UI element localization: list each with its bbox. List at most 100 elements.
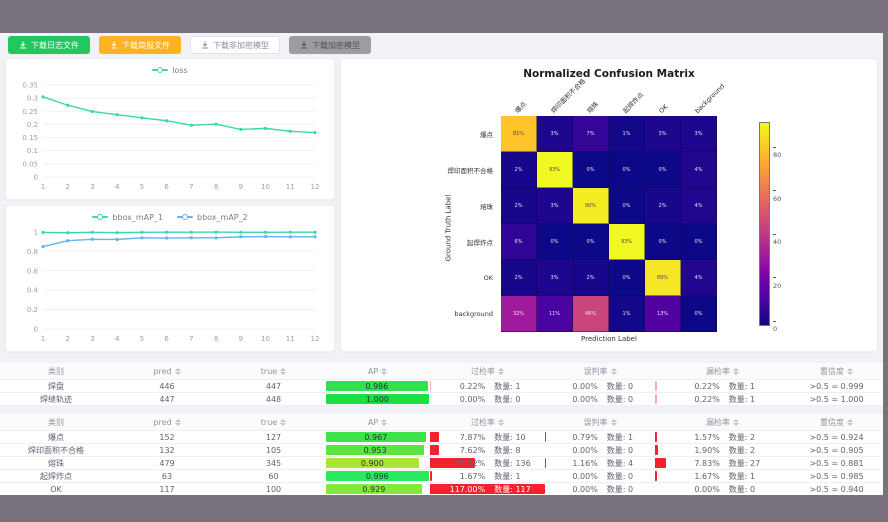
matrix-cell: 3% [537,188,573,224]
column-header-true[interactable]: true [222,414,325,430]
pred-count: 117 [159,484,175,494]
metrics-table-1: 类别 pred true AP 过检率 误判率 漏检率 置信度 焊盘 446 447 0.986 0.2… [0,362,883,406]
column-header-true[interactable]: true [222,363,325,379]
rate-bar [430,484,545,494]
column-header-置信度[interactable]: 置信度 [790,363,883,379]
svg-text:1: 1 [34,229,38,237]
download-icon [20,41,26,49]
download-log-button[interactable]: 下载日志文件 [8,36,90,54]
matrix-cell: 90% [573,188,609,224]
map-line-chart: 00.20.40.60.811 2 3 4 5 6 7 8 9 10 11 12 [27,229,320,344]
colorbar-tick: 60 [773,187,781,203]
col-label: OK [657,102,670,115]
ap-cell: 0.996 [325,470,430,482]
matrix-cell: 1% [609,116,645,152]
rate-cell: 7.83% 数量: 27 [655,457,790,469]
class-label: 焊盘 [48,381,64,391]
metrics-table-2: 类别 pred true AP 过检率 误判率 漏检率 置信度 爆点 152 127 0.967 7.8… [0,413,883,495]
sort-icon [610,367,617,375]
rate-bar [655,471,658,481]
svg-text:4: 4 [115,183,120,191]
sort-icon [381,418,388,426]
confusion-matrix-panel: Normalized Confusion Matrix Ground Truth… [340,58,878,352]
sort-icon [847,418,853,426]
svg-text:3: 3 [90,335,94,343]
rate-bar [430,432,440,442]
column-header-pred[interactable]: pred [112,363,222,379]
svg-text:1: 1 [41,335,45,343]
download-icon [202,41,208,49]
column-header-AP[interactable]: AP [325,363,430,379]
matrix-cell: 93% [537,152,573,188]
column-header-漏检率[interactable]: 漏检率 [655,414,790,430]
true-count: 345 [265,458,282,468]
confusion-matrix-grid: 81% 3% 7% 1% 3% 3% 2% 93% 0% 0% 0% 4% 2% 3% 90% 0% 2% 4% 6… [501,116,717,332]
svg-text:0.6: 0.6 [27,267,39,275]
matrix-cell: 0% [645,152,681,188]
column-header-置信度[interactable]: 置信度 [790,414,883,430]
rate-cell: 0.79% 数量: 1 [545,431,655,443]
column-header-误判率[interactable]: 误判率 [545,414,655,430]
confidence-cell: >0.5 = 1.000 [809,394,864,404]
matrix-cell: 3% [537,116,573,152]
svg-text:0.2: 0.2 [27,121,38,129]
rate-cell: 0.22% 数量: 1 [655,393,790,405]
column-header-过检率[interactable]: 过检率 [430,414,545,430]
download-toolbar: 下载日志文件 下载简报文件 下载非加密模型 下载加密模型 [0,33,883,58]
row-label: 爆点 [480,131,493,139]
sort-icon [733,418,739,426]
true-count: 105 [265,445,282,455]
true-count: 127 [265,432,282,442]
legend-item-loss[interactable]: loss [152,66,188,75]
download-encrypted-model-button[interactable]: 下载加密模型 [289,36,371,54]
svg-text:12: 12 [311,335,320,343]
download-icon [301,41,307,49]
svg-text:0.2: 0.2 [27,306,38,314]
class-label: 爆点 [48,432,64,442]
column-header-过检率[interactable]: 过检率 [430,363,545,379]
matrix-cell: 3% [645,116,681,152]
sort-icon [174,418,181,426]
column-header-AP[interactable]: AP [325,414,430,430]
matrix-cell: 2% [501,260,537,296]
download-log-label: 下载日志文件 [31,40,79,50]
matrix-cell: 0% [537,224,573,260]
svg-text:8: 8 [214,335,218,343]
dashboard-page: 下载日志文件 下载简报文件 下载非加密模型 下载加密模型 loss 0 0.05 0… [0,33,883,495]
true-count: 448 [265,394,282,404]
rate-cell: 7.62% 数量: 8 [430,444,545,456]
col-label: 起焊炸点 [621,90,646,115]
loss-line-chart: 00.050.10.150.20.250.30.351 2 3 4 5 6 7 8 9 10 11 1… [22,82,319,192]
matrix-cell: 3% [681,116,717,152]
download-report-button[interactable]: 下载简报文件 [99,36,181,54]
ap-cell: 0.900 [325,457,430,469]
svg-text:0.25: 0.25 [22,108,38,116]
legend-item-bbox_mAP_2[interactable]: bbox_mAP_2 [177,213,248,222]
svg-text:1: 1 [41,183,45,191]
matrix-cell: 2% [645,188,681,224]
legend-item-bbox_mAP_1[interactable]: bbox_mAP_1 [92,213,163,222]
download-encrypted-model-label: 下载加密模型 [312,40,360,50]
column-header-漏检率[interactable]: 漏检率 [655,363,790,379]
column-header-类别: 类别 [48,417,64,427]
column-header-pred[interactable]: pred [112,414,222,430]
ap-bar: 1.000 [326,394,429,404]
ap-bar: 0.996 [326,471,429,481]
map-chart-legend: bbox_mAP_1 bbox_mAP_2 [11,209,329,225]
class-label: 焊缝轨迹 [40,394,72,404]
matrix-cell: 4% [681,260,717,296]
confidence-cell: >0.5 = 0.905 [809,445,864,455]
matrix-cell: 32% [501,296,537,332]
download-plain-model-button[interactable]: 下载非加密模型 [190,36,280,54]
matrix-cell: 93% [609,224,645,260]
svg-text:0.4: 0.4 [27,287,39,295]
rate-bar [655,394,657,404]
matrix-cell: 46% [573,296,609,332]
column-header-误判率[interactable]: 误判率 [545,363,655,379]
matrix-cell: 2% [501,188,537,224]
svg-text:7: 7 [189,335,193,343]
rate-cell: 0.00% 数量: 0 [572,394,634,404]
line-series-icon [92,213,109,221]
rate-cell: 0.22% 数量: 1 [430,380,545,392]
legend-label: bbox_mAP_1 [112,212,163,222]
